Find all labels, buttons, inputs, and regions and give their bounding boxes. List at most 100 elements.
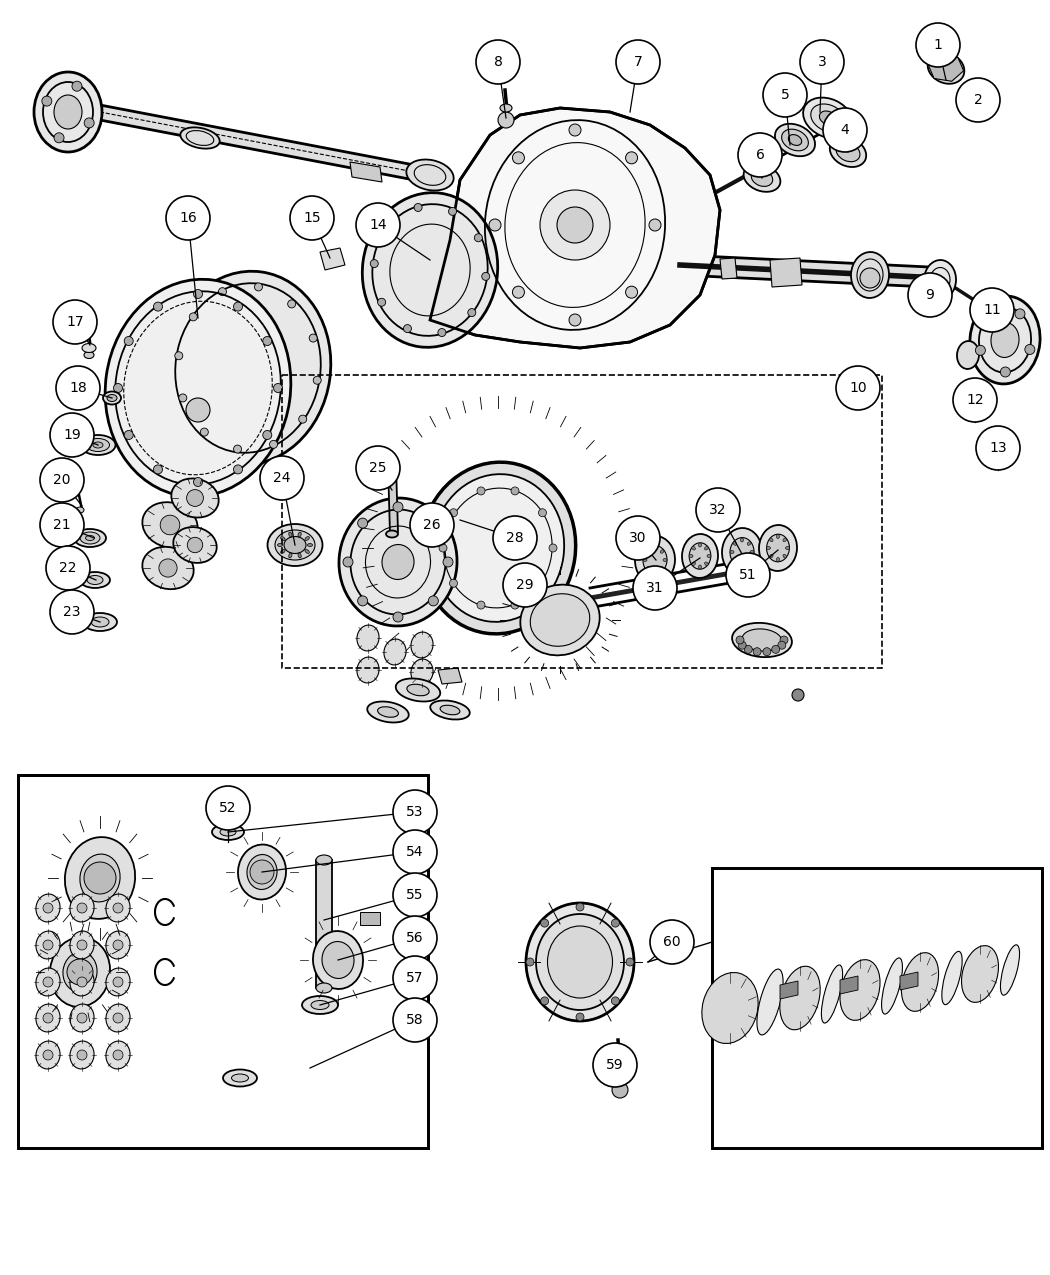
Circle shape <box>124 431 133 440</box>
Circle shape <box>84 862 116 894</box>
Ellipse shape <box>302 996 338 1014</box>
Text: 19: 19 <box>63 428 81 442</box>
Ellipse shape <box>924 260 956 300</box>
Ellipse shape <box>238 844 286 899</box>
Circle shape <box>113 384 123 393</box>
Ellipse shape <box>660 550 664 553</box>
Polygon shape <box>770 258 802 287</box>
Circle shape <box>358 595 367 606</box>
Circle shape <box>626 958 634 966</box>
Ellipse shape <box>970 296 1041 384</box>
Ellipse shape <box>962 946 999 1002</box>
Circle shape <box>439 544 447 552</box>
Circle shape <box>616 40 660 84</box>
Circle shape <box>113 903 123 913</box>
Ellipse shape <box>766 547 771 550</box>
Text: 30: 30 <box>629 530 647 544</box>
Text: 8: 8 <box>494 55 503 69</box>
Circle shape <box>233 465 243 474</box>
Ellipse shape <box>313 931 363 989</box>
Ellipse shape <box>653 546 656 550</box>
Circle shape <box>43 940 53 950</box>
Circle shape <box>309 334 317 342</box>
Ellipse shape <box>212 824 244 840</box>
Ellipse shape <box>362 193 498 347</box>
Ellipse shape <box>740 538 743 542</box>
Circle shape <box>1015 309 1025 319</box>
Ellipse shape <box>961 397 979 419</box>
Circle shape <box>178 394 187 402</box>
Ellipse shape <box>430 700 469 719</box>
Ellipse shape <box>65 838 135 919</box>
Ellipse shape <box>830 136 866 167</box>
Circle shape <box>166 196 210 240</box>
Ellipse shape <box>836 143 860 162</box>
Circle shape <box>193 289 203 298</box>
Circle shape <box>371 260 378 268</box>
Ellipse shape <box>284 537 306 553</box>
Ellipse shape <box>660 566 664 570</box>
Circle shape <box>43 1051 53 1060</box>
Circle shape <box>593 1043 637 1088</box>
Ellipse shape <box>743 164 780 191</box>
Text: 20: 20 <box>54 473 70 487</box>
Circle shape <box>40 458 84 502</box>
Circle shape <box>52 300 97 344</box>
Polygon shape <box>780 980 798 1000</box>
Circle shape <box>262 337 272 346</box>
Ellipse shape <box>396 678 440 701</box>
Ellipse shape <box>50 937 110 1007</box>
Text: 58: 58 <box>406 1014 424 1026</box>
Circle shape <box>650 921 694 964</box>
Ellipse shape <box>143 547 193 589</box>
Text: 12: 12 <box>966 393 984 407</box>
Circle shape <box>414 204 422 212</box>
Ellipse shape <box>70 968 94 996</box>
Circle shape <box>626 152 637 163</box>
Ellipse shape <box>223 1070 257 1086</box>
Circle shape <box>356 446 400 490</box>
Ellipse shape <box>536 914 624 1010</box>
Ellipse shape <box>289 553 292 558</box>
Ellipse shape <box>74 529 106 547</box>
Circle shape <box>50 413 94 456</box>
Circle shape <box>526 958 534 966</box>
Circle shape <box>549 544 556 552</box>
Circle shape <box>124 337 133 346</box>
Circle shape <box>744 645 752 653</box>
Ellipse shape <box>316 983 332 993</box>
Ellipse shape <box>689 555 693 557</box>
Circle shape <box>975 346 985 356</box>
Text: 24: 24 <box>273 470 291 484</box>
Ellipse shape <box>308 543 313 547</box>
Circle shape <box>511 601 519 609</box>
Ellipse shape <box>311 1001 329 1010</box>
Ellipse shape <box>384 639 406 666</box>
Polygon shape <box>928 55 964 82</box>
Circle shape <box>616 516 660 560</box>
Circle shape <box>233 445 242 453</box>
Circle shape <box>860 268 880 288</box>
Text: 59: 59 <box>606 1058 624 1072</box>
Circle shape <box>206 785 250 830</box>
Ellipse shape <box>80 854 120 901</box>
Ellipse shape <box>705 562 708 566</box>
Circle shape <box>358 518 367 528</box>
Circle shape <box>916 23 960 68</box>
Circle shape <box>113 977 123 987</box>
Circle shape <box>823 108 867 152</box>
Ellipse shape <box>173 527 216 564</box>
Ellipse shape <box>80 572 110 588</box>
Text: 18: 18 <box>69 381 87 395</box>
Ellipse shape <box>789 135 802 145</box>
Polygon shape <box>720 258 737 279</box>
Ellipse shape <box>103 391 121 404</box>
Circle shape <box>343 557 353 567</box>
Circle shape <box>153 465 163 474</box>
Circle shape <box>410 504 454 547</box>
Circle shape <box>40 504 84 547</box>
Circle shape <box>77 1014 87 1023</box>
Ellipse shape <box>411 632 433 658</box>
Circle shape <box>503 564 547 607</box>
Ellipse shape <box>740 562 743 566</box>
